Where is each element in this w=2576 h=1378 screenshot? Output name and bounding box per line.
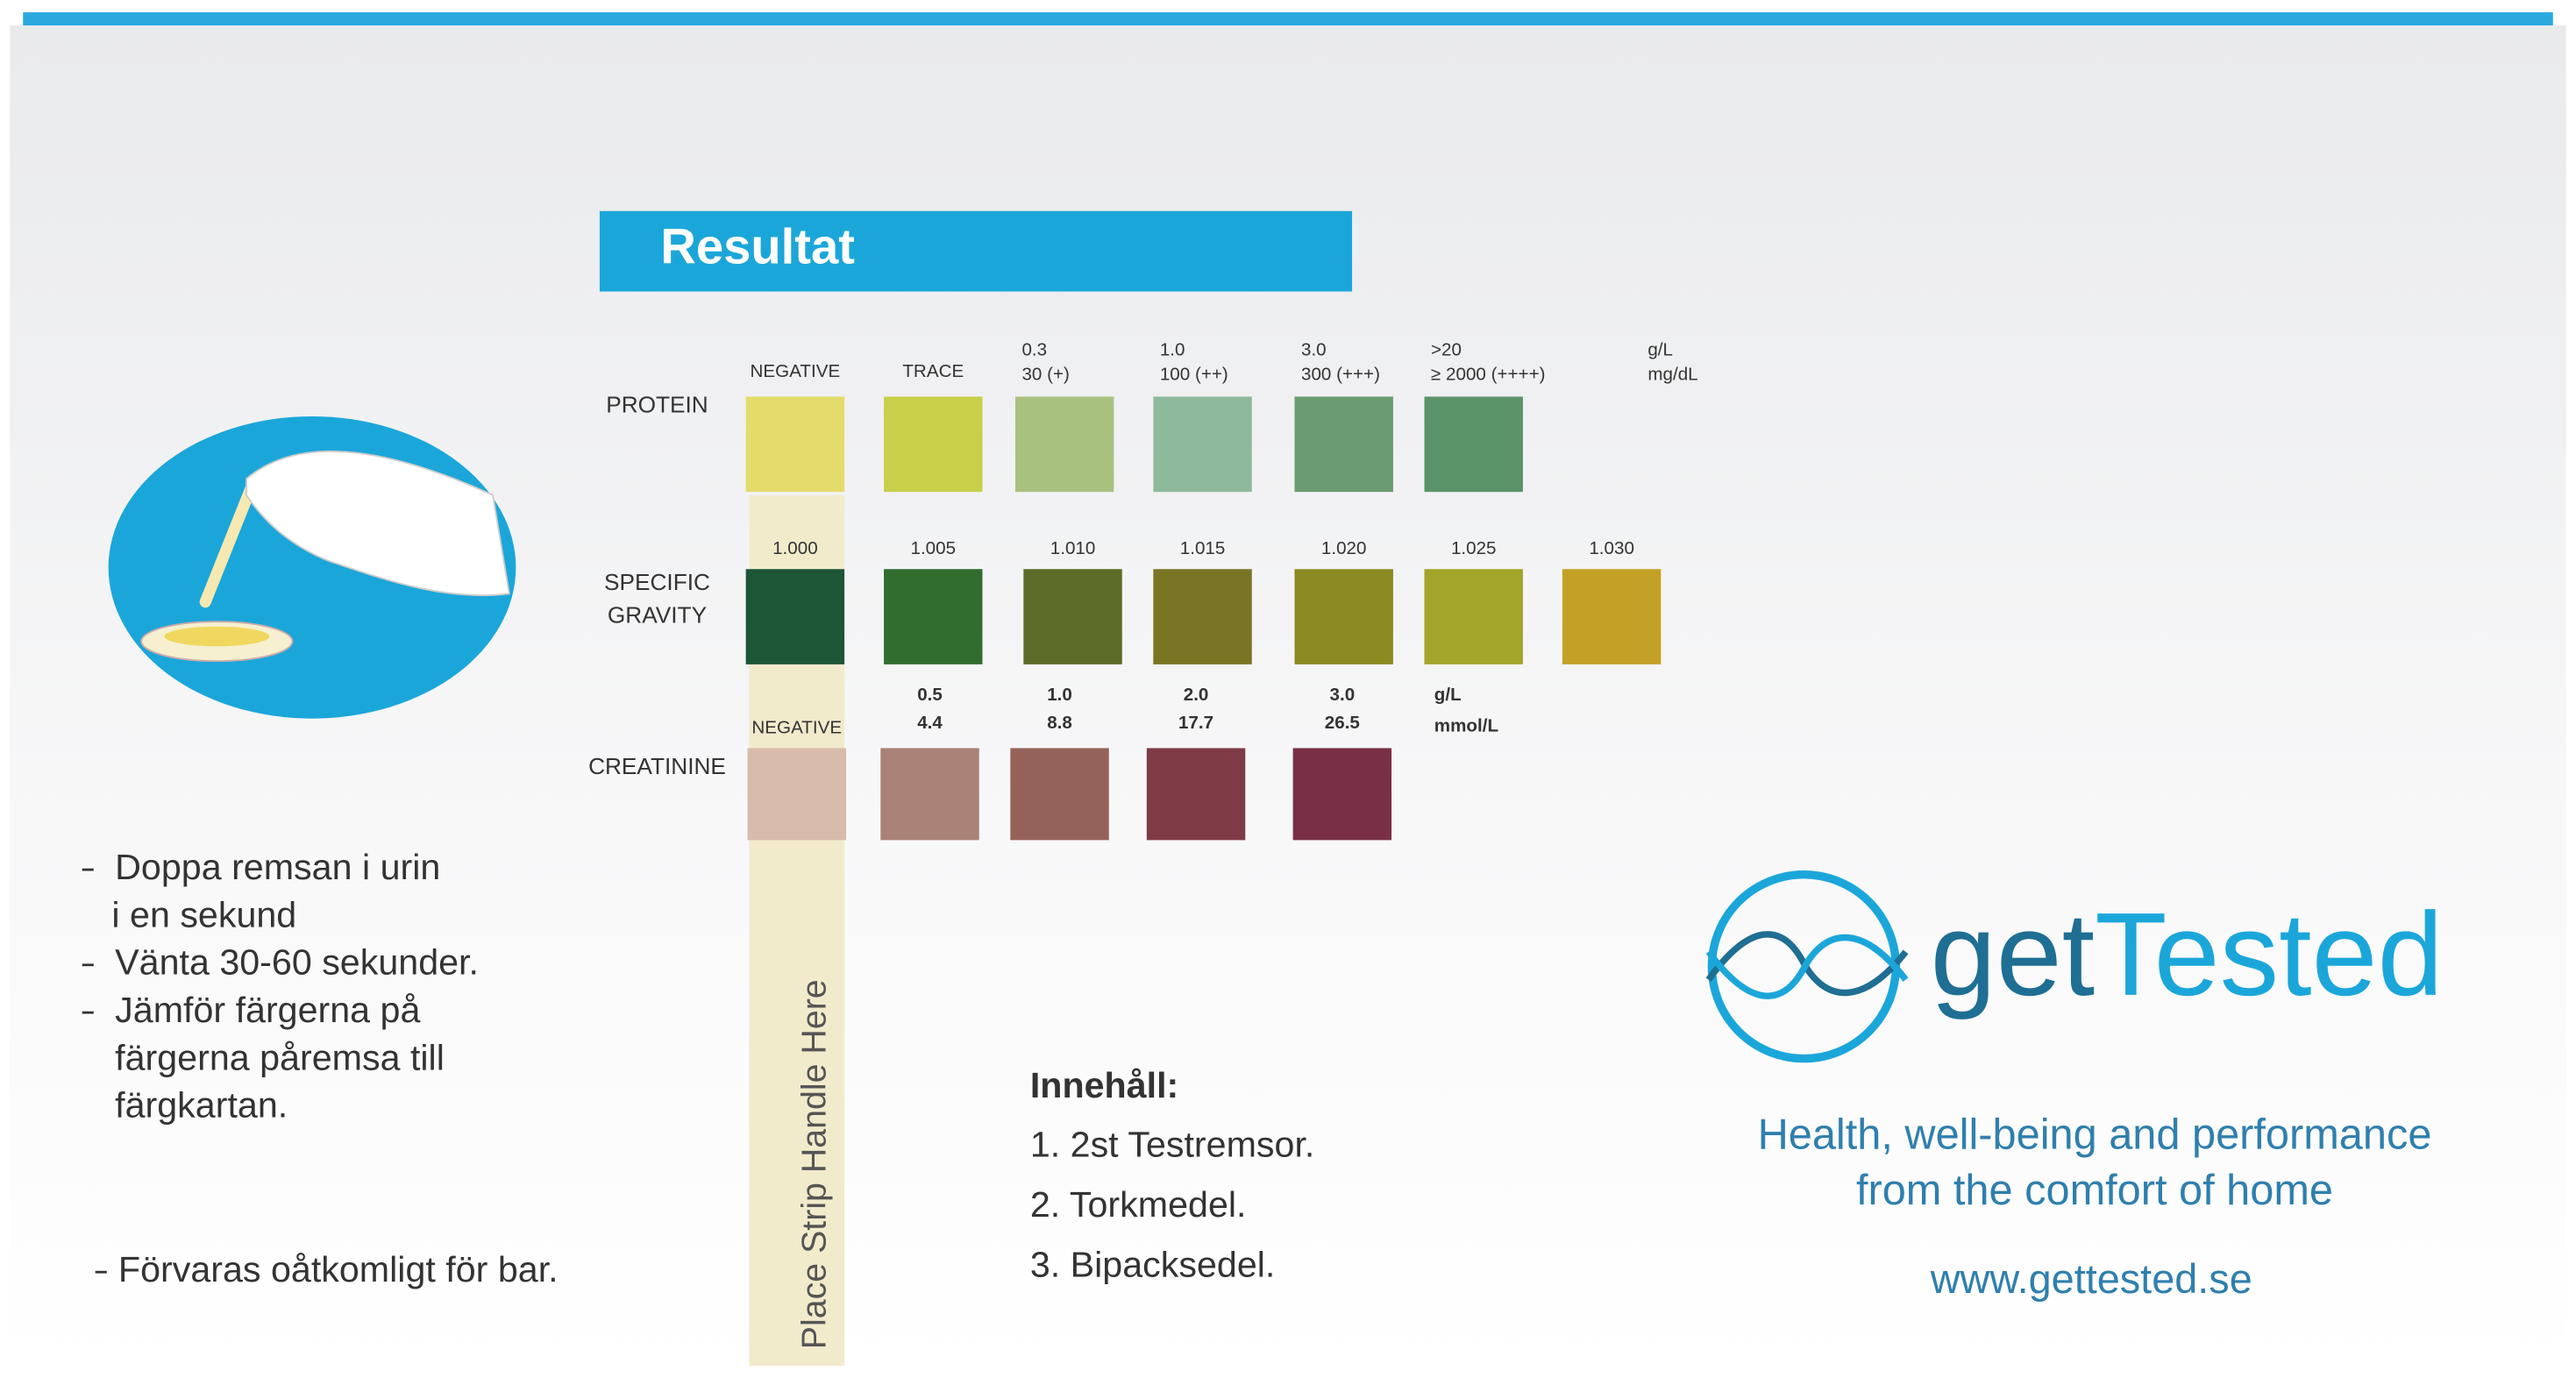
color-swatch xyxy=(1146,748,1246,841)
swatch-label: NEGATIVE xyxy=(751,717,842,737)
logo-icon xyxy=(1705,870,1909,1063)
color-swatch xyxy=(1562,569,1662,664)
unit-label: g/L xyxy=(1434,685,1462,705)
contents-item: 1. 2st Testremsor. xyxy=(1030,1125,1315,1165)
swatch-label: 1.010 xyxy=(1050,538,1096,558)
swatch-label: 0.5 xyxy=(917,685,943,705)
color-swatch xyxy=(1014,396,1114,493)
strip-handle-text: Place Strip Handle Here xyxy=(795,979,834,1349)
box-top-edge xyxy=(23,12,2553,29)
swatch-label: 100 (++) xyxy=(1160,365,1228,385)
brand-part: Tested xyxy=(2095,888,2443,1020)
swatch-label: 8.8 xyxy=(1047,713,1072,733)
instruction-text: Vänta 30-60 sekunder. xyxy=(115,942,479,983)
unit-label: g/L xyxy=(1647,339,1673,359)
unit-label: mmol/L xyxy=(1434,716,1498,736)
color-swatch xyxy=(1023,569,1122,664)
contents-item: 3. Bipacksedel. xyxy=(1030,1244,1276,1284)
swatch-label: 1.005 xyxy=(910,538,956,558)
swatch-label: 26.5 xyxy=(1325,713,1360,733)
row-label: SPECIFIC xyxy=(604,569,710,595)
color-swatch xyxy=(1292,748,1392,841)
swatch-label: 1.020 xyxy=(1321,538,1367,558)
swatch-label: 1.0 xyxy=(1047,685,1072,705)
swatch-label: 0.3 xyxy=(1021,339,1047,359)
swatch-label: 30 (+) xyxy=(1021,365,1069,385)
row-label: PROTEIN xyxy=(606,392,708,418)
color-swatch xyxy=(1153,569,1252,664)
color-swatch xyxy=(1424,569,1523,664)
row-label: GRAVITY xyxy=(608,601,707,628)
row-label: CREATININE xyxy=(588,753,726,779)
swatch-label: TRACE xyxy=(902,361,964,381)
swatch-label: 2.0 xyxy=(1184,685,1209,705)
color-swatch xyxy=(1010,748,1109,841)
color-swatch xyxy=(1153,396,1252,493)
color-swatch xyxy=(884,569,983,664)
color-swatch xyxy=(747,748,846,841)
contents-heading: Innehåll: xyxy=(1030,1065,1178,1105)
tagline: Health, well-being and performance xyxy=(1758,1111,2432,1158)
color-swatch xyxy=(880,748,979,841)
swatch-label: 3.0 xyxy=(1301,339,1327,359)
swatch-label: 4.4 xyxy=(917,713,943,733)
color-swatch xyxy=(745,569,845,664)
unit-label: mg/dL xyxy=(1647,365,1697,385)
swatch-label: >20 xyxy=(1431,339,1462,359)
instruction-text: Doppa remsan i urin xyxy=(115,847,440,887)
tagline: from the comfort of home xyxy=(1856,1167,2333,1214)
color-swatch xyxy=(1294,569,1393,664)
illustration xyxy=(108,416,516,719)
brand-part: get xyxy=(1931,888,2096,1020)
color-swatch xyxy=(745,396,845,493)
swatch-label: 1.000 xyxy=(772,538,818,558)
swatch-label: 3.0 xyxy=(1330,685,1356,705)
instruction-text: Jämför färgerna på xyxy=(115,990,420,1030)
swatch-label: NEGATIVE xyxy=(751,361,841,381)
swatch-label: 1.015 xyxy=(1180,538,1226,558)
color-swatch xyxy=(1294,396,1393,493)
instruction-text: i en sekund xyxy=(111,894,296,934)
swatch-label: 1.0 xyxy=(1160,339,1185,359)
website-url: www.gettested.se xyxy=(1930,1256,2252,1302)
title-banner xyxy=(599,210,1353,292)
swatch-label: 17.7 xyxy=(1178,713,1213,733)
swatch-label: 1.025 xyxy=(1451,538,1497,558)
swatch-label: 300 (+++) xyxy=(1301,365,1380,385)
instruction-text: färgerna påremsa till xyxy=(115,1037,445,1077)
color-swatch xyxy=(1424,396,1523,493)
swatch-label: ≥ 2000 (++++) xyxy=(1431,365,1545,385)
instruction-text: färgkartan. xyxy=(115,1085,288,1126)
title: Resultat xyxy=(660,219,855,274)
storage-text: Förvaras oåtkomligt för bar. xyxy=(118,1249,559,1289)
swatch-label: 1.030 xyxy=(1589,538,1634,558)
brand-name: getTested xyxy=(1931,888,2444,1020)
contents-item: 2. Torkmedel. xyxy=(1030,1184,1247,1225)
color-swatch xyxy=(884,396,983,493)
